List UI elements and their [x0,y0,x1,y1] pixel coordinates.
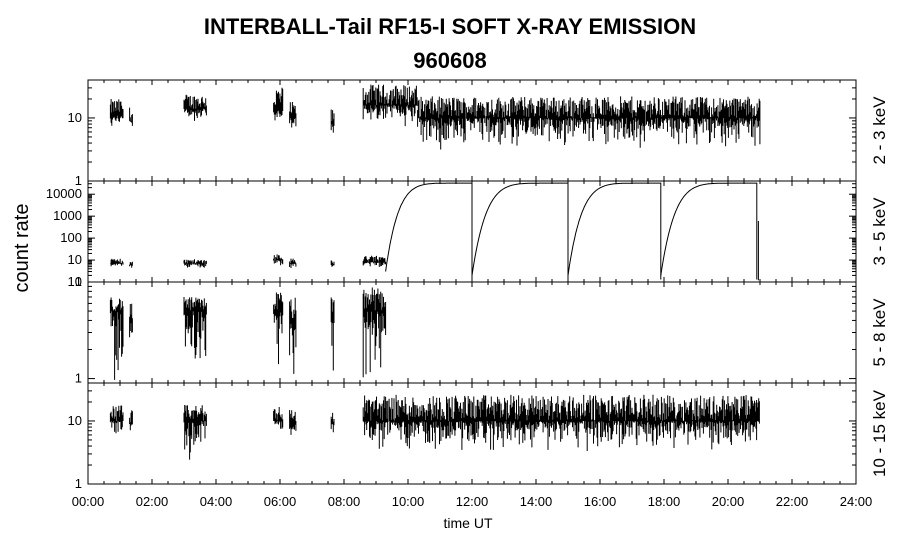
y-axis-label: count rate [11,204,33,293]
y-tick-label: 1 [75,371,82,386]
x-tick-label: 04:00 [200,494,233,509]
panel-1: 1 10 2 - 3 keV [68,79,889,188]
x-tick-label: 24:00 [840,494,873,509]
x-tick-label: 14:00 [520,494,553,509]
data-trace [109,394,760,460]
x-tick-label: 10:00 [392,494,425,509]
x-tick-label: 00:00 [72,494,105,509]
data-ramp [385,182,473,280]
panel-4: 1 10 10 - 15 keV [68,382,889,491]
y-tick-label: 1000 [53,208,82,223]
x-tick-label: 16:00 [584,494,617,509]
x-tick-label: 06:00 [264,494,297,509]
data-trace [109,287,387,380]
y-tick-label: 10 [68,274,82,289]
y-tick-label: 1 [75,274,82,289]
data-ramp [471,182,569,280]
data-ramp [567,182,662,280]
y-tick-label: 10 [68,110,82,125]
x-tick-label: 08:00 [328,494,361,509]
y-tick-label: 100 [60,230,82,245]
panel-frame [87,79,857,182]
data-trace [109,84,761,150]
y-tick-label: 10 [68,252,82,267]
x-tick-label: 12:00 [456,494,489,509]
x-tick-label: 20:00 [712,494,745,509]
panel-energy-label: 3 - 5 keV [870,197,889,266]
panel-frame [87,281,857,384]
data-ramp [660,182,758,280]
panel-energy-label: 5 - 8 keV [870,298,889,367]
x-tick-label: 02:00 [136,494,169,509]
y-tick-label: 1 [75,173,82,188]
x-axis-label: time UT [444,515,493,531]
x-tick-label: 18:00 [648,494,681,509]
y-tick-label: 10 [68,413,82,428]
y-tick-label: 10000 [46,186,82,201]
panel-energy-label: 10 - 15 keV [870,389,889,477]
chart-title: INTERBALL-Tail RF15-I SOFT X-RAY EMISSIO… [203,14,697,39]
chart-subtitle: 960608 [413,48,487,73]
y-tick-label: 1 [75,476,82,491]
panel-energy-label: 2 - 3 keV [870,96,889,165]
data-trace [109,254,387,268]
x-tick-label: 22:00 [776,494,809,509]
